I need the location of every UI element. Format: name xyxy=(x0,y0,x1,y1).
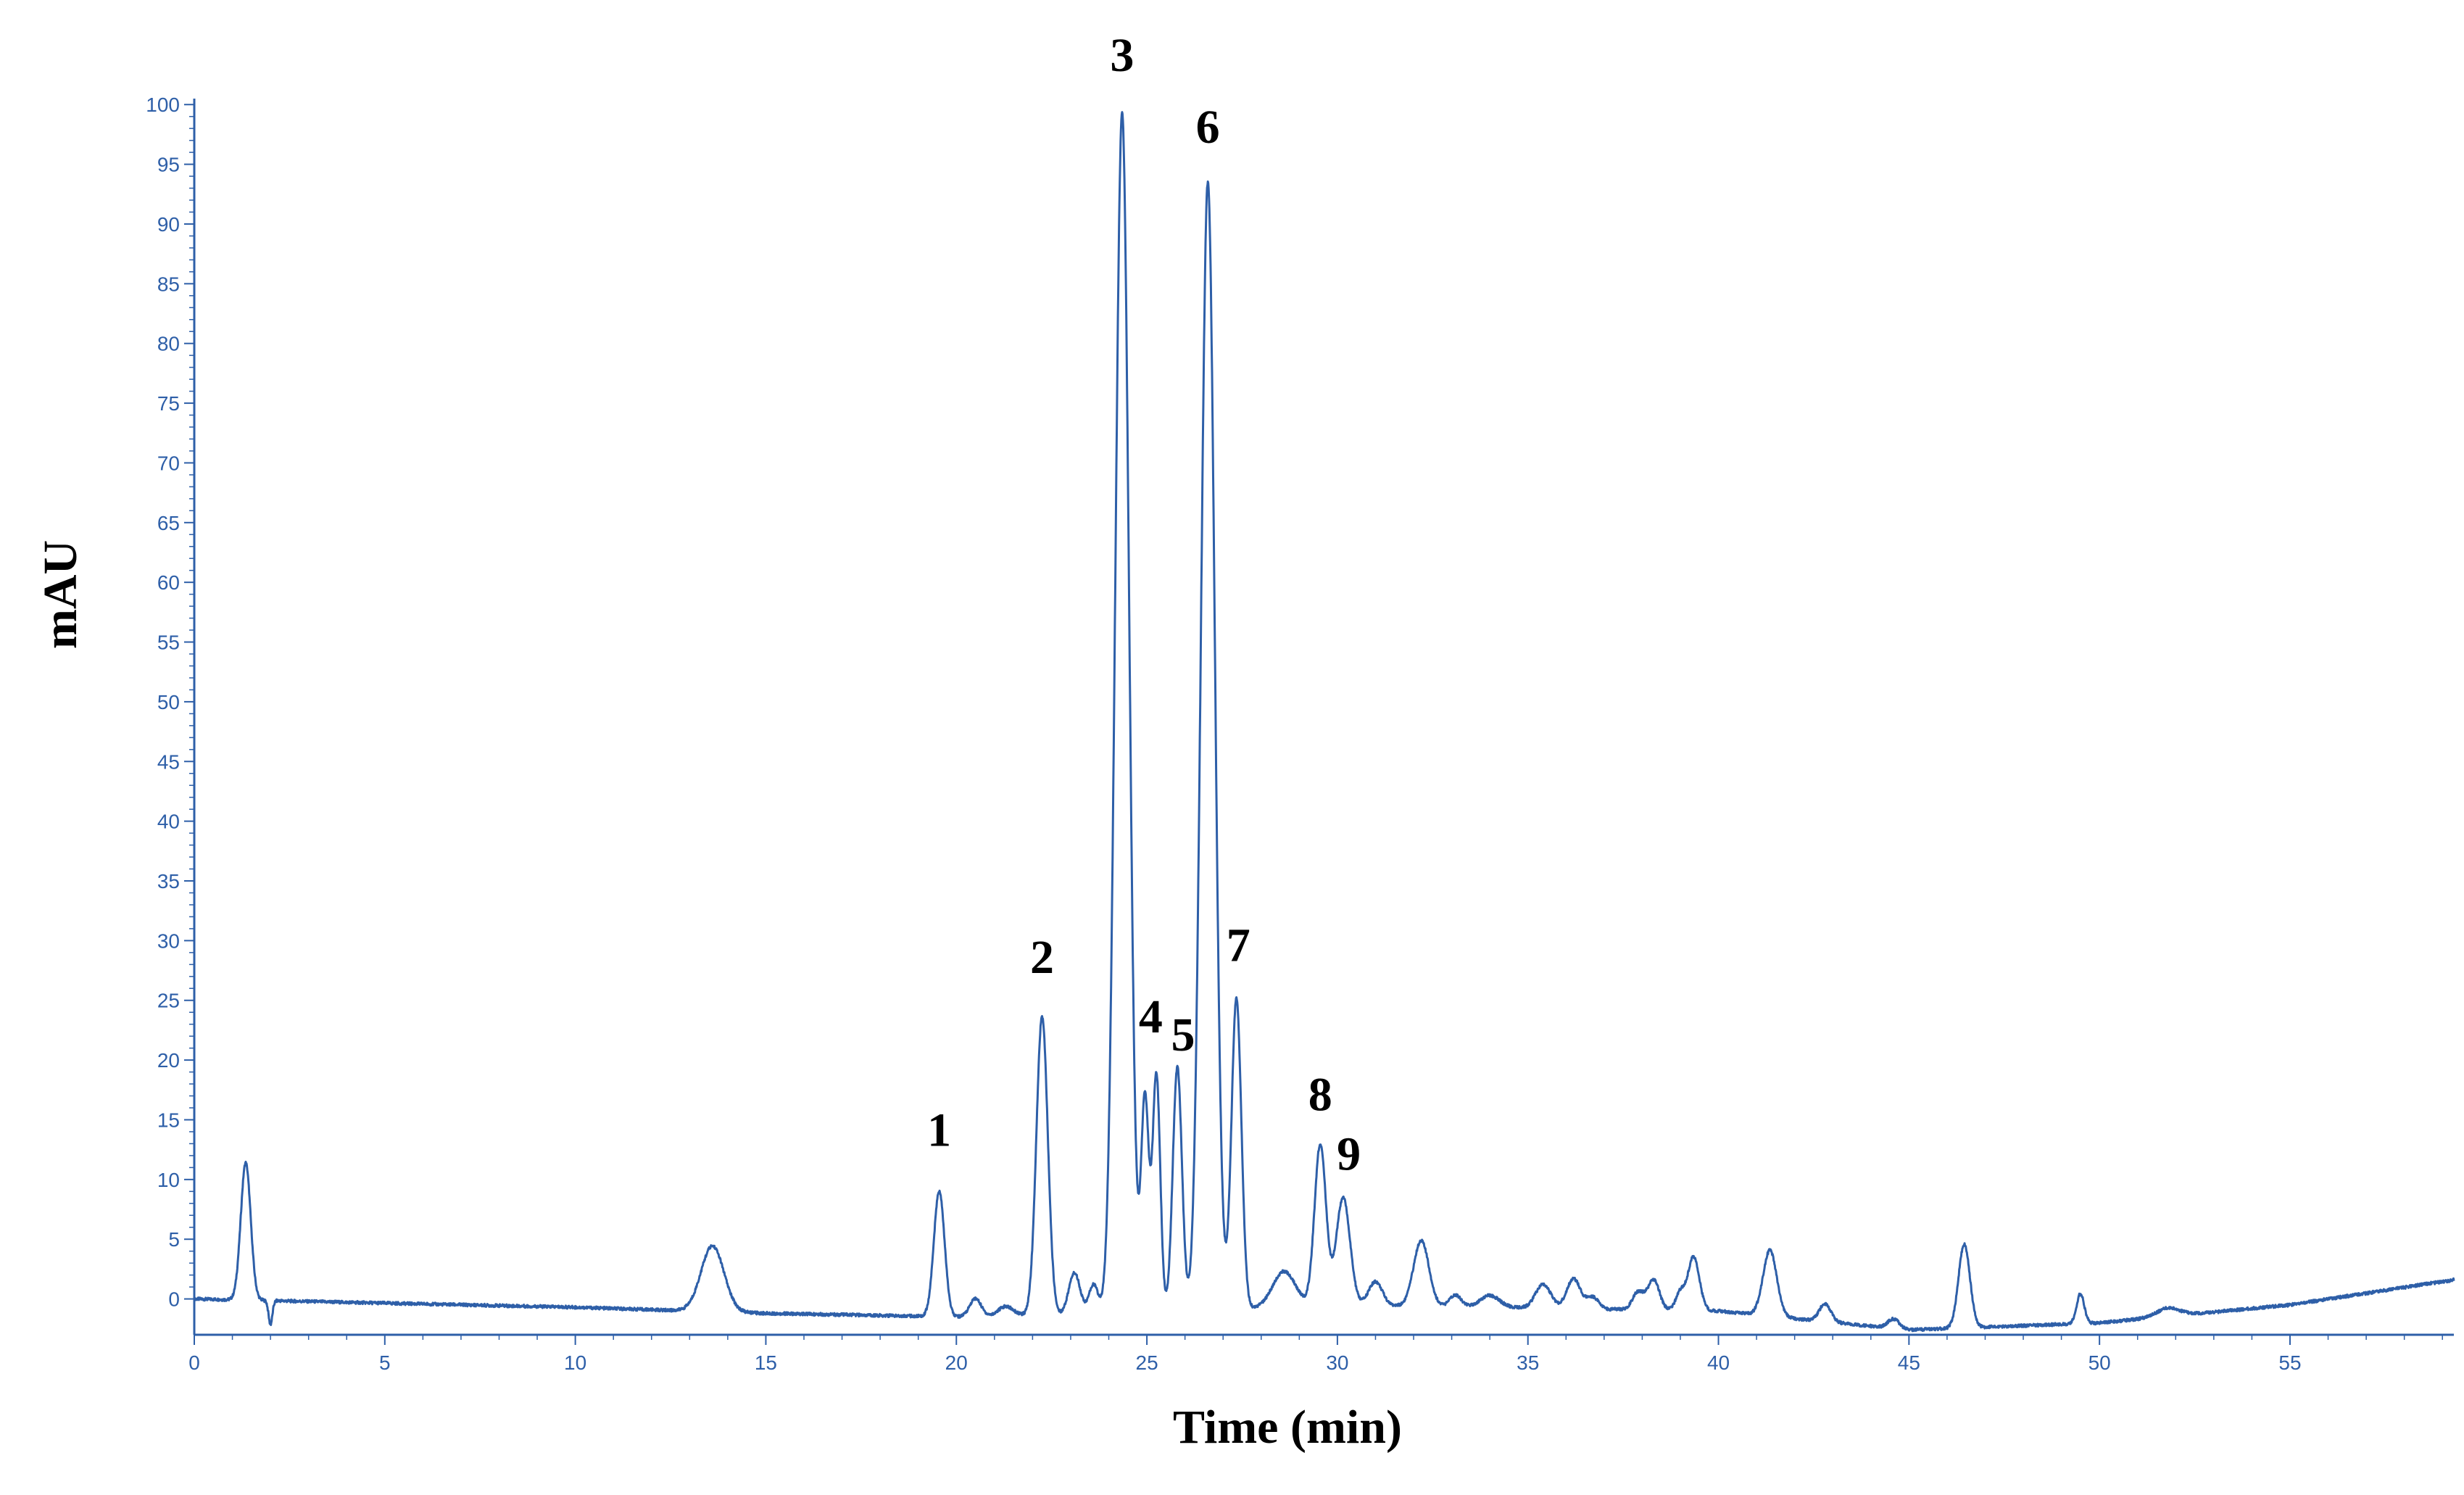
x-tick-label: 15 xyxy=(755,1351,777,1374)
y-tick-label: 100 xyxy=(146,94,180,116)
x-tick-label: 30 xyxy=(1326,1351,1348,1374)
y-tick-label: 40 xyxy=(157,811,180,833)
x-tick-label: 0 xyxy=(188,1351,200,1374)
y-tick-label: 45 xyxy=(157,750,180,773)
chromatogram-trace xyxy=(193,111,2455,1333)
y-tick-label: 25 xyxy=(157,990,180,1012)
x-tick-label: 45 xyxy=(1898,1351,1920,1374)
peak-label-5: 5 xyxy=(1171,1009,1195,1061)
ticks-layer: 0510152025303540455055606570758085909510… xyxy=(146,94,2443,1374)
peak-label-6: 6 xyxy=(1196,101,1220,154)
y-tick-label: 15 xyxy=(157,1109,180,1131)
y-tick-label: 35 xyxy=(157,870,180,893)
axes-layer xyxy=(193,99,2454,1336)
y-tick-label: 85 xyxy=(157,273,180,295)
y-tick-label: 65 xyxy=(157,512,180,534)
peak-label-2: 2 xyxy=(1030,931,1054,984)
y-tick-label: 55 xyxy=(157,631,180,654)
peak-label-1: 1 xyxy=(927,1104,951,1157)
y-axis-title: mAU xyxy=(34,540,87,649)
x-tick-label: 20 xyxy=(945,1351,968,1374)
x-tick-label: 25 xyxy=(1136,1351,1158,1374)
y-tick-label: 60 xyxy=(157,571,180,594)
x-tick-label: 5 xyxy=(379,1351,391,1374)
y-tick-label: 90 xyxy=(157,213,180,236)
y-tick-label: 10 xyxy=(157,1169,180,1191)
y-tick-label: 75 xyxy=(157,392,180,415)
y-tick-label: 95 xyxy=(157,154,180,176)
peak-label-7: 7 xyxy=(1227,919,1250,972)
y-tick-label: 20 xyxy=(157,1049,180,1072)
y-tick-label: 50 xyxy=(157,691,180,713)
peak-label-8: 8 xyxy=(1308,1068,1332,1121)
x-tick-label: 40 xyxy=(1707,1351,1730,1374)
x-tick-label: 35 xyxy=(1517,1351,1539,1374)
peak-label-4: 4 xyxy=(1139,990,1163,1043)
y-tick-label: 5 xyxy=(168,1228,180,1251)
peak-label-3: 3 xyxy=(1110,29,1134,82)
y-tick-label: 70 xyxy=(157,452,180,474)
x-tick-label: 10 xyxy=(564,1351,586,1374)
x-tick-label: 55 xyxy=(2278,1351,2301,1374)
x-tick-label: 50 xyxy=(2088,1351,2111,1374)
y-tick-label: 80 xyxy=(157,333,180,355)
y-tick-label: 30 xyxy=(157,929,180,952)
x-axis-title: Time (min) xyxy=(1173,1401,1402,1454)
peak-label-9: 9 xyxy=(1337,1128,1361,1181)
y-tick-label: 0 xyxy=(168,1288,180,1311)
